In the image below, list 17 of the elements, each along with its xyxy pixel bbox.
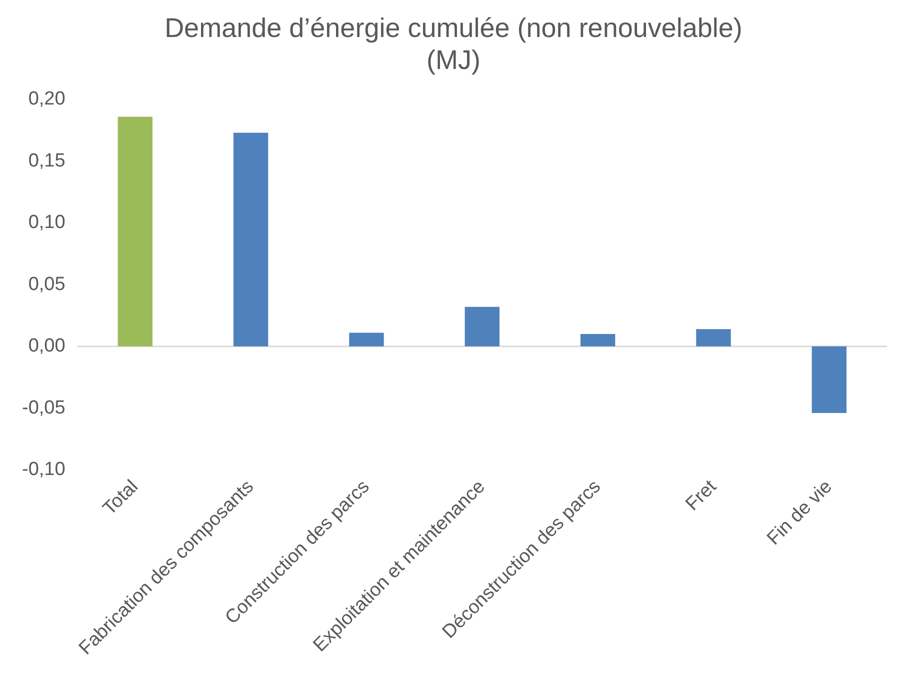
x-tick-label: Fret <box>682 476 722 516</box>
x-tick-label: Fin de vie <box>763 476 836 550</box>
y-tick-label: 0,20 <box>28 88 66 110</box>
bar <box>696 329 731 346</box>
bar <box>349 332 384 346</box>
y-tick-label: -0,10 <box>22 459 66 480</box>
y-tick-label: -0,05 <box>22 397 66 418</box>
bar <box>233 132 268 346</box>
bar <box>580 334 616 346</box>
bar <box>464 306 500 346</box>
chart-title: Demande d’énergie cumulée (non renouvelable) (MJ) <box>164 12 744 76</box>
bar <box>812 346 847 414</box>
y-tick-label: 0,15 <box>28 150 66 172</box>
bar <box>118 116 152 346</box>
y-tick-label: 0,05 <box>28 274 66 295</box>
y-tick-label: 0,00 <box>28 336 66 357</box>
y-tick-label: 0,10 <box>28 212 66 234</box>
